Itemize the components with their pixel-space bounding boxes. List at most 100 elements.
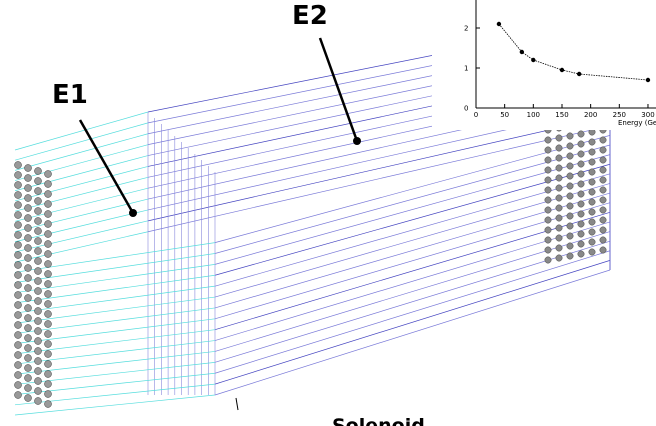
crystal — [544, 176, 552, 184]
crystal — [24, 294, 32, 302]
crystal — [544, 146, 552, 154]
crystal — [588, 178, 596, 186]
crystal — [555, 234, 563, 242]
e1-cell — [14, 394, 216, 416]
crystal — [34, 347, 42, 355]
crystal — [44, 220, 52, 228]
crystal — [599, 206, 607, 214]
crystal — [24, 364, 32, 372]
e2-cell — [214, 231, 611, 352]
crystal — [44, 250, 52, 258]
crystal — [577, 210, 585, 218]
crystal — [566, 202, 574, 210]
x-tick-label: 100 — [527, 111, 540, 119]
crystal — [34, 297, 42, 305]
crystal — [566, 192, 574, 200]
e1-cell — [14, 329, 216, 355]
crystal — [14, 321, 22, 329]
label-solenoid: Solenoid — [332, 415, 425, 426]
x-tick-label: 150 — [555, 111, 568, 119]
crystal — [34, 337, 42, 345]
crystal — [14, 161, 22, 169]
x-tick-label: 50 — [500, 111, 509, 119]
crystal — [555, 204, 563, 212]
crystal — [544, 206, 552, 214]
crystal — [24, 264, 32, 272]
crystal — [599, 176, 607, 184]
crystal — [44, 350, 52, 358]
point — [559, 67, 565, 73]
crystal — [599, 166, 607, 174]
crystal — [44, 200, 52, 208]
e1-cell — [14, 340, 216, 365]
e2-cell — [214, 260, 611, 385]
crystal — [44, 170, 52, 178]
e1-cell — [14, 285, 216, 314]
crystal — [566, 132, 574, 140]
crystal — [566, 252, 574, 260]
crystal — [588, 218, 596, 226]
crystal — [24, 204, 32, 212]
label-e1: E1 — [52, 80, 88, 110]
crystal — [34, 277, 42, 285]
crystal — [44, 180, 52, 188]
crystal — [14, 301, 22, 309]
point — [576, 71, 582, 77]
crystal — [14, 291, 22, 299]
crystal — [588, 248, 596, 256]
x-tick-label: 200 — [584, 111, 597, 119]
crystal — [14, 241, 22, 249]
crystal — [555, 134, 563, 142]
crystal — [555, 254, 563, 262]
crystal — [588, 198, 596, 206]
crystal — [577, 140, 585, 148]
crystal — [544, 216, 552, 224]
trend-line — [498, 23, 649, 81]
crystal — [14, 251, 22, 259]
crystal — [544, 136, 552, 144]
e2-cell — [214, 269, 611, 396]
crystal — [14, 271, 22, 279]
crystal — [44, 360, 52, 368]
e1-cell — [14, 166, 149, 202]
crystal — [34, 357, 42, 365]
crystal — [24, 254, 32, 262]
crystal — [14, 331, 22, 339]
crystal — [577, 200, 585, 208]
crystal — [588, 168, 596, 176]
crystal — [34, 387, 42, 395]
crystal — [34, 307, 42, 315]
crystal — [566, 232, 574, 240]
crystal — [544, 196, 552, 204]
y-tick-label: 2 — [464, 25, 468, 33]
e1-cell — [14, 274, 216, 304]
crystal — [555, 224, 563, 232]
crystal — [14, 231, 22, 239]
e1-cell — [14, 187, 149, 222]
crystal — [24, 384, 32, 392]
crystal — [577, 240, 585, 248]
crystal — [24, 244, 32, 252]
crystal — [44, 210, 52, 218]
e1-cell — [14, 231, 149, 263]
crystal — [14, 361, 22, 369]
crystal — [34, 167, 42, 175]
crystal — [24, 164, 32, 172]
e2-cell — [214, 221, 611, 341]
crystal — [14, 181, 22, 189]
e2-cell — [214, 250, 611, 374]
label-e2: E2 — [292, 1, 328, 31]
crystal — [44, 320, 52, 328]
crystal — [24, 394, 32, 402]
crystal — [588, 228, 596, 236]
crystal — [14, 371, 22, 379]
crystal — [555, 244, 563, 252]
pointer-e1 — [78, 119, 135, 214]
crystal — [14, 201, 22, 209]
tick — [235, 397, 239, 411]
crystal — [14, 171, 22, 179]
crystal — [34, 327, 42, 335]
crystal — [34, 317, 42, 325]
crystal — [577, 160, 585, 168]
